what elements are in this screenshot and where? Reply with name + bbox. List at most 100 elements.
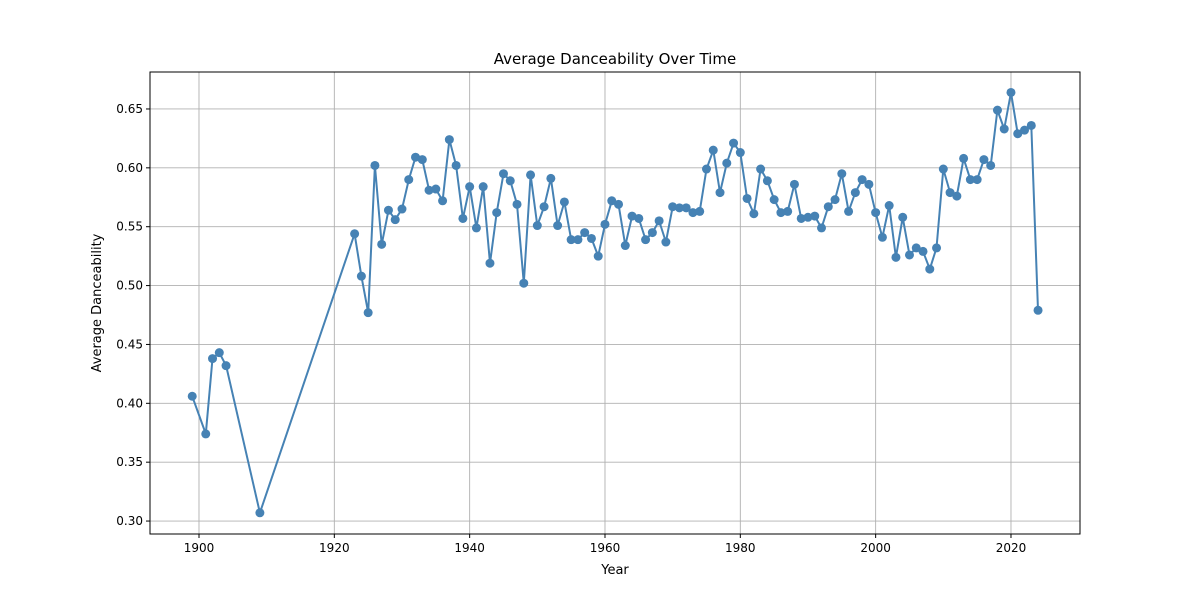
data-point-2000 bbox=[871, 208, 881, 218]
data-point-1949 bbox=[526, 170, 536, 180]
data-point-1952 bbox=[546, 173, 556, 183]
data-point-1971 bbox=[674, 203, 684, 213]
data-point-1926 bbox=[370, 160, 380, 170]
data-point-1968 bbox=[654, 216, 664, 226]
data-point-1957 bbox=[580, 228, 590, 238]
data-point-1942 bbox=[478, 182, 488, 192]
y-tick-label: 0.55 bbox=[116, 220, 143, 234]
data-point-1976 bbox=[708, 145, 718, 155]
data-point-1932 bbox=[411, 152, 421, 162]
y-tick-label: 0.30 bbox=[116, 514, 143, 528]
data-point-1950 bbox=[532, 221, 542, 231]
data-point-1925 bbox=[363, 308, 373, 318]
data-point-2018 bbox=[992, 105, 1002, 115]
data-point-1937 bbox=[444, 135, 454, 145]
data-point-1975 bbox=[701, 164, 711, 174]
y-tick-label: 0.60 bbox=[116, 161, 143, 175]
data-point-2019 bbox=[999, 124, 1009, 134]
data-point-2001 bbox=[877, 232, 887, 242]
data-point-1967 bbox=[647, 228, 657, 238]
data-point-1970 bbox=[668, 202, 678, 212]
data-point-1982 bbox=[749, 209, 759, 219]
data-point-1981 bbox=[742, 193, 752, 203]
data-point-2010 bbox=[938, 164, 948, 174]
data-point-1924 bbox=[356, 271, 366, 281]
y-tick-label: 0.45 bbox=[116, 337, 143, 351]
data-point-1987 bbox=[783, 206, 793, 216]
data-point-1955 bbox=[566, 235, 576, 245]
x-tick-label: 1980 bbox=[725, 541, 756, 555]
data-point-1991 bbox=[810, 211, 820, 221]
data-point-2023 bbox=[1026, 120, 1036, 130]
data-point-2013 bbox=[959, 153, 969, 163]
y-tick-label: 0.65 bbox=[116, 102, 143, 116]
data-point-1997 bbox=[850, 188, 860, 198]
data-point-1904 bbox=[221, 361, 231, 371]
data-point-1954 bbox=[559, 197, 569, 207]
y-axis: 0.30 0.35 0.40 0.45 0.50 0.55 0.60 0.65 bbox=[116, 102, 150, 528]
data-point-1989 bbox=[796, 213, 806, 223]
x-tick-label: 1960 bbox=[590, 541, 621, 555]
data-point-1963 bbox=[620, 241, 630, 251]
x-axis-label: Year bbox=[600, 563, 629, 578]
data-point-2011 bbox=[945, 188, 955, 198]
data-point-1985 bbox=[769, 195, 779, 205]
data-point-1995 bbox=[837, 169, 847, 179]
data-point-1933 bbox=[417, 155, 427, 165]
data-point-1909 bbox=[255, 508, 265, 518]
data-point-1903 bbox=[214, 348, 224, 358]
chart-title: Average Danceability Over Time bbox=[494, 50, 736, 68]
data-point-2002 bbox=[884, 201, 894, 211]
data-point-2024 bbox=[1033, 305, 1043, 315]
data-point-2015 bbox=[972, 175, 982, 185]
x-tick-label: 1920 bbox=[319, 541, 350, 555]
data-point-1940 bbox=[465, 182, 475, 192]
data-point-1931 bbox=[404, 175, 414, 185]
data-point-1978 bbox=[722, 158, 732, 168]
data-point-2014 bbox=[965, 175, 975, 185]
data-point-1992 bbox=[817, 223, 827, 233]
data-point-1938 bbox=[451, 160, 461, 170]
data-point-1927 bbox=[377, 239, 387, 249]
data-point-1998 bbox=[857, 175, 867, 185]
data-point-2020 bbox=[1006, 87, 1016, 97]
data-point-1902 bbox=[208, 354, 218, 364]
data-point-1979 bbox=[729, 138, 739, 148]
data-point-1943 bbox=[485, 258, 495, 268]
data-point-1983 bbox=[756, 164, 766, 174]
grid bbox=[150, 72, 1080, 534]
data-point-2012 bbox=[952, 191, 962, 201]
data-point-1899 bbox=[187, 391, 197, 401]
data-point-1961 bbox=[607, 196, 617, 206]
data-point-1972 bbox=[681, 203, 691, 213]
y-axis-label: Average Danceability bbox=[90, 233, 105, 372]
data-point-1988 bbox=[789, 179, 799, 189]
data-point-1999 bbox=[864, 179, 874, 189]
data-point-1962 bbox=[614, 199, 624, 209]
y-tick-label: 0.40 bbox=[116, 396, 143, 410]
data-point-1984 bbox=[762, 176, 772, 186]
data-point-2021 bbox=[1013, 129, 1023, 139]
data-point-2016 bbox=[979, 155, 989, 165]
data-point-1960 bbox=[600, 219, 610, 229]
data-point-1980 bbox=[735, 148, 745, 158]
data-point-1923 bbox=[350, 229, 360, 239]
data-point-2005 bbox=[904, 250, 914, 260]
data-point-1930 bbox=[397, 204, 407, 214]
series-average-danceability bbox=[187, 87, 1043, 518]
data-point-2006 bbox=[911, 243, 921, 253]
plot-frame bbox=[149, 71, 1081, 535]
data-point-1996 bbox=[844, 206, 854, 216]
data-point-2022 bbox=[1020, 125, 1030, 135]
data-point-1948 bbox=[519, 278, 529, 288]
data-point-1928 bbox=[383, 205, 393, 215]
data-point-1977 bbox=[715, 188, 725, 198]
x-tick-label: 2000 bbox=[860, 541, 891, 555]
data-point-1973 bbox=[688, 208, 698, 218]
data-point-1901 bbox=[201, 429, 211, 439]
data-point-1939 bbox=[458, 213, 468, 223]
data-point-1966 bbox=[641, 235, 651, 245]
data-point-1974 bbox=[695, 206, 705, 216]
x-tick-label: 1940 bbox=[454, 541, 485, 555]
data-point-1947 bbox=[512, 199, 522, 209]
